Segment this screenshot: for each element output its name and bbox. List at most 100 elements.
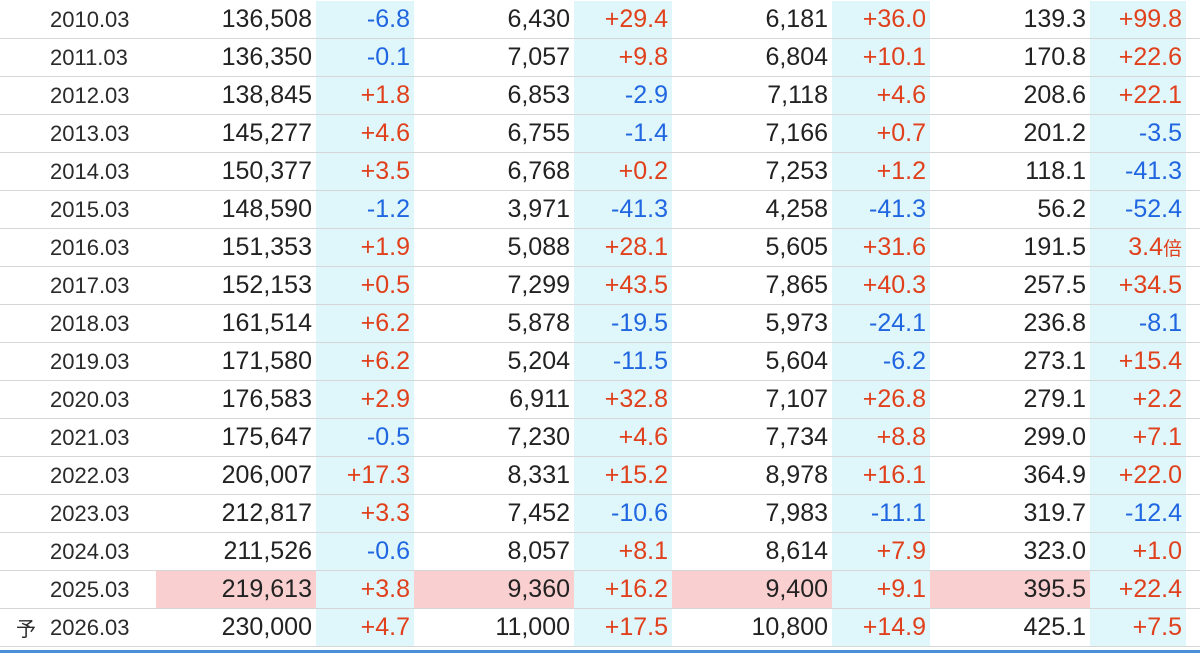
eps-value: 201.2 (1023, 119, 1086, 147)
operating-profit-change: -11.5 (574, 343, 672, 380)
table-row: 2022.03 206,007 +17.3 8,331 +15.2 8,978 +16.1 3… (0, 457, 1200, 495)
ordinary-profit-value: 5,973 (765, 309, 828, 337)
ordinary-profit-value: 7,253 (765, 157, 828, 185)
revenue-change: +4.6 (316, 115, 414, 152)
operating-profit-change-value: -10.6 (611, 499, 668, 527)
row-divider (0, 342, 1200, 343)
eps-change-value: -52.4 (1125, 195, 1182, 223)
operating-profit-value: 8,331 (507, 461, 570, 489)
row-divider (0, 418, 1200, 419)
ordinary-profit-change: -41.3 (832, 191, 930, 228)
fiscal-year: 2020.03 (50, 386, 130, 412)
row-divider (0, 152, 1200, 153)
ordinary-profit-change-value: +40.3 (862, 271, 926, 299)
ordinary-profit-change-value: +10.1 (862, 43, 926, 71)
revenue-change-value: +3.3 (360, 499, 410, 527)
revenue-value: 152,153 (221, 271, 312, 299)
row-divider (0, 38, 1200, 39)
ordinary-profit-change: +4.6 (832, 77, 930, 114)
ordinary-profit-value: 7,983 (765, 499, 828, 527)
revenue-change-value: +6.2 (360, 309, 410, 337)
fiscal-year: 2013.03 (50, 120, 130, 146)
eps-change-value: +7.5 (1132, 613, 1182, 641)
table-row: 2021.03 175,647 -0.5 7,230 +4.6 7,734 +8.8 299.… (0, 419, 1200, 457)
operating-profit-value: 8,057 (507, 537, 570, 565)
operating-profit-value: 7,230 (507, 423, 570, 451)
eps-change: -41.3 (1090, 153, 1186, 190)
fiscal-year: 2022.03 (50, 462, 130, 488)
eps-value: 257.5 (1023, 271, 1086, 299)
revenue-change-value: +17.3 (346, 461, 410, 489)
operating-profit-value: 7,057 (507, 43, 570, 71)
revenue-change: +3.8 (316, 571, 414, 608)
fiscal-year-cell: 2015.03 (0, 191, 156, 228)
fiscal-year-cell: 予 2026.03 (0, 609, 156, 646)
row-divider (0, 494, 1200, 495)
eps-change: -52.4 (1090, 191, 1186, 228)
revenue-value: 136,508 (221, 5, 312, 33)
revenue-value: 175,647 (221, 423, 312, 451)
revenue-value: 230,000 (221, 613, 312, 641)
operating-profit-value: 6,768 (507, 157, 570, 185)
ordinary-profit-change: +7.9 (832, 533, 930, 570)
fiscal-year: 2026.03 (50, 614, 130, 640)
eps-value: 170.8 (1023, 43, 1086, 71)
eps-change: +34.5 (1090, 267, 1186, 304)
eps-change-value: +1.0 (1132, 537, 1182, 565)
ordinary-profit-change-value: -41.3 (869, 195, 926, 223)
ordinary-profit-value: 7,107 (765, 385, 828, 413)
operating-profit-change-value: +8.1 (618, 537, 668, 565)
ordinary-profit-change: +10.1 (832, 39, 930, 76)
eps-value: 319.7 (1023, 499, 1086, 527)
eps-value: 425.1 (1023, 613, 1086, 641)
eps-change-value: +22.0 (1118, 461, 1182, 489)
fiscal-year: 2016.03 (50, 234, 130, 260)
ordinary-profit-change-value: +4.6 (876, 81, 926, 109)
eps-change: +7.1 (1090, 419, 1186, 456)
ordinary-profit-value: 8,614 (765, 537, 828, 565)
eps-value: 364.9 (1023, 461, 1086, 489)
eps-value: 299.0 (1023, 423, 1086, 451)
revenue-value: 211,526 (223, 537, 312, 565)
ordinary-profit-change-value: +9.1 (876, 575, 926, 603)
revenue-change-value: +3.5 (360, 157, 410, 185)
fiscal-year-cell: 2014.03 (0, 153, 156, 190)
ordinary-profit-change: +14.9 (832, 609, 930, 646)
ordinary-profit-value: 6,804 (765, 43, 828, 71)
table-row: 2010.03 136,508 -6.8 6,430 +29.4 6,181 +36.0 13… (0, 1, 1200, 39)
fiscal-year-cell: 2024.03 (0, 533, 156, 570)
fiscal-year-cell: 2016.03 (0, 229, 156, 266)
revenue-change: +1.9 (316, 229, 414, 266)
operating-profit-value: 6,755 (507, 119, 570, 147)
operating-profit-value: 11,000 (495, 613, 570, 641)
ordinary-profit-value: 7,166 (765, 119, 828, 147)
table-row: 2020.03 176,583 +2.9 6,911 +32.8 7,107 +26.8 27… (0, 381, 1200, 419)
table-row: 2015.03 148,590 -1.2 3,971 -41.3 4,258 -41.3 56… (0, 191, 1200, 229)
operating-profit-change-value: -19.5 (611, 309, 668, 337)
revenue-change-value: +4.6 (360, 119, 410, 147)
operating-profit-change: +28.1 (574, 229, 672, 266)
eps-value: 56.2 (1037, 195, 1086, 223)
eps-change: +22.6 (1090, 39, 1186, 76)
operating-profit-value: 6,853 (507, 81, 570, 109)
revenue-change: +3.5 (316, 153, 414, 190)
ordinary-profit-change-value: +26.8 (862, 385, 926, 413)
row-divider (0, 646, 1200, 647)
eps-change-value: -12.4 (1125, 499, 1182, 527)
revenue-change: -1.2 (316, 191, 414, 228)
operating-profit-change: +32.8 (574, 381, 672, 418)
table-bottom-rule (0, 650, 1200, 653)
ordinary-profit-change-value: +16.1 (862, 461, 926, 489)
fiscal-year-cell: 2025.03 (0, 571, 156, 608)
revenue-change: -0.1 (316, 39, 414, 76)
fiscal-year-cell: 2022.03 (0, 457, 156, 494)
eps-change-value: +15.4 (1118, 347, 1182, 375)
eps-value: 191.5 (1023, 233, 1086, 261)
row-divider (0, 76, 1200, 77)
revenue-change: -0.5 (316, 419, 414, 456)
eps-change-value: +7.1 (1132, 423, 1182, 451)
ordinary-profit-change-value: +31.6 (862, 233, 926, 261)
revenue-value: 212,817 (221, 499, 312, 527)
eps-change-value: -3.5 (1138, 119, 1182, 147)
revenue-change-value: +0.5 (360, 271, 410, 299)
